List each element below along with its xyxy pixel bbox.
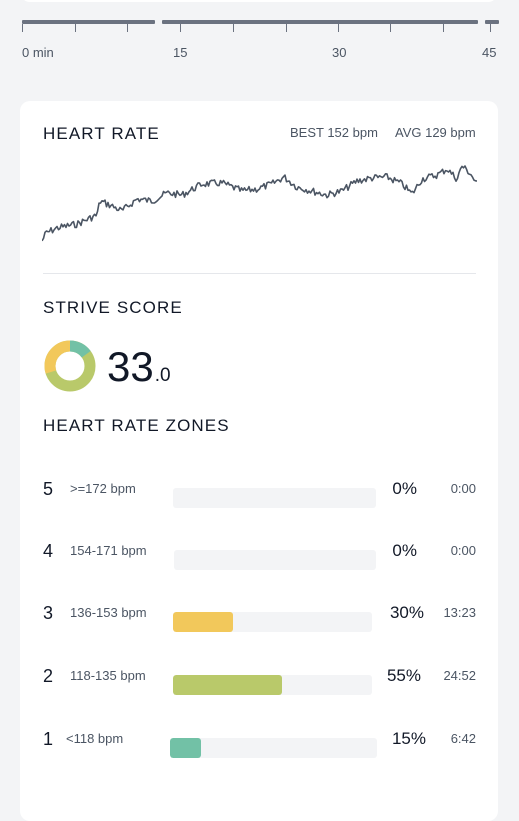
donut-zone-1-arc xyxy=(44,340,96,392)
timeline-tick xyxy=(22,24,23,32)
zone-bar-track xyxy=(174,550,376,570)
zone-bar-track xyxy=(173,612,372,632)
zone-range: 154-171 bpm xyxy=(70,543,147,558)
zone-number: 3 xyxy=(43,603,54,623)
timeline-tick xyxy=(490,24,491,32)
zone-percent: 30% xyxy=(389,603,424,622)
timeline-tick xyxy=(127,24,128,32)
zone-percent: 55% xyxy=(386,666,421,685)
zone-range: 136-153 bpm xyxy=(70,605,147,620)
zone-number: 1 xyxy=(43,729,54,749)
timeline-label-15: 15 xyxy=(173,45,188,60)
timeline-segment xyxy=(485,20,499,24)
timeline-tick xyxy=(180,24,181,32)
zone-bar-track xyxy=(170,738,377,758)
timeline-label-0: 0 min xyxy=(22,45,54,60)
heart-rate-zones-title: HEART RATE ZONES xyxy=(43,416,230,435)
strive-score-value: 33.0 xyxy=(107,341,171,402)
timeline-segment xyxy=(162,20,478,24)
heart-rate-avg: AVG 129 bpm xyxy=(395,125,476,140)
zone-time: 0:00 xyxy=(450,481,476,496)
timeline-tick xyxy=(75,24,76,32)
zone-range: <118 bpm xyxy=(66,731,124,746)
timeline-tick xyxy=(233,24,234,32)
strive-score-decimal: .0 xyxy=(154,365,171,386)
workout-timeline: 0 min 15 30 45 xyxy=(0,0,519,70)
zone-percent: 0% xyxy=(392,479,417,498)
strive-score-donut xyxy=(44,340,96,392)
zone-percent: 15% xyxy=(391,729,426,748)
zone-bar-track xyxy=(173,675,372,695)
zone-bar-fill xyxy=(173,675,283,695)
zone-percent: 0% xyxy=(392,541,417,560)
zone-time: 0:00 xyxy=(450,543,476,558)
timeline-tick xyxy=(390,24,391,32)
timeline-label-45: 45 xyxy=(482,45,497,60)
zone-bar-track xyxy=(173,488,376,508)
zone-time: 6:42 xyxy=(450,731,476,746)
zone-bar-fill xyxy=(173,612,233,632)
section-divider xyxy=(43,273,476,274)
zone-bar-fill xyxy=(170,738,202,758)
zone-number: 5 xyxy=(43,479,54,499)
zone-number: 2 xyxy=(43,666,54,686)
zone-number: 4 xyxy=(43,541,54,561)
timeline-label-30: 30 xyxy=(332,45,347,60)
timeline-tick xyxy=(338,24,339,32)
timeline-tick xyxy=(443,24,444,32)
zone-time: 13:23 xyxy=(443,605,476,620)
strive-score-title: STRIVE SCORE xyxy=(43,298,183,317)
workout-stats-card: HEART RATE BEST 152 bpm AVG 129 bpm STRI… xyxy=(20,101,498,821)
zone-range: 118-135 bpm xyxy=(70,668,146,683)
heart-rate-line xyxy=(42,165,477,242)
heart-rate-title: HEART RATE xyxy=(43,124,160,143)
heart-rate-graph xyxy=(42,165,477,242)
zone-range: >=172 bpm xyxy=(70,481,136,496)
timeline-tick xyxy=(286,24,287,32)
strive-score-integer: 33 xyxy=(107,343,154,390)
previous-card-bottom xyxy=(20,0,498,2)
heart-rate-best: BEST 152 bpm xyxy=(290,125,378,140)
timeline-segment xyxy=(22,20,155,24)
zone-time: 24:52 xyxy=(443,668,476,683)
